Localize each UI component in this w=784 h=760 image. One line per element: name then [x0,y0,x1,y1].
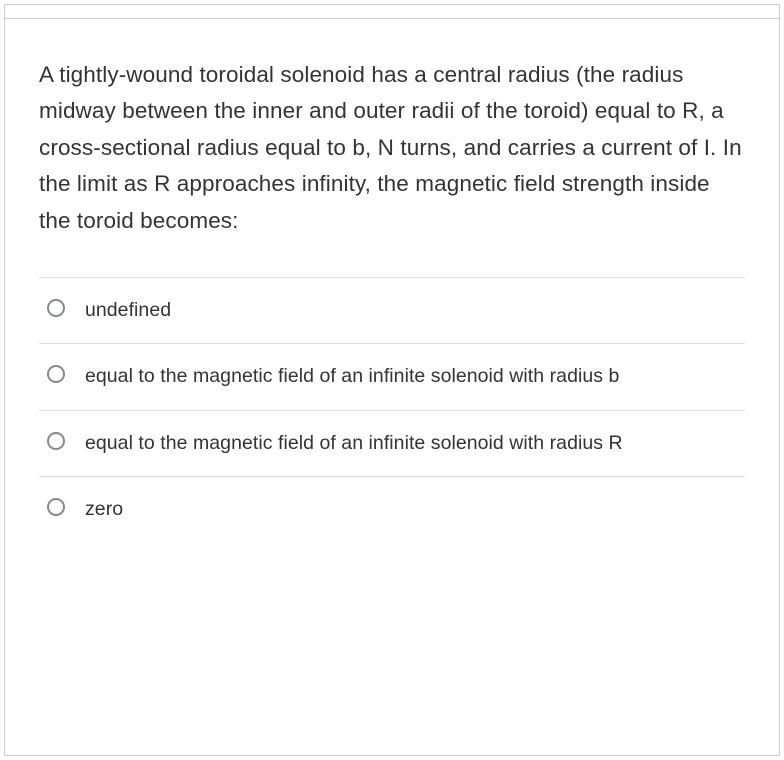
option-label: equal to the magnetic field of an infini… [85,362,619,391]
options-list: undefined equal to the magnetic field of… [39,277,745,542]
option-label: undefined [85,296,171,325]
option-row[interactable]: equal to the magnetic field of an infini… [39,410,745,476]
radio-unchecked-icon[interactable] [47,498,65,516]
radio-unchecked-icon[interactable] [47,299,65,317]
radio-unchecked-icon[interactable] [47,432,65,450]
option-row[interactable]: equal to the magnetic field of an infini… [39,343,745,409]
radio-unchecked-icon[interactable] [47,365,65,383]
card-content: A tightly-wound toroidal solenoid has a … [5,19,779,755]
question-prompt: A tightly-wound toroidal solenoid has a … [39,57,745,239]
question-card: A tightly-wound toroidal solenoid has a … [4,4,780,756]
card-top-strip [5,5,779,19]
option-label: zero [85,495,123,524]
option-label: equal to the magnetic field of an infini… [85,429,623,458]
option-row[interactable]: undefined [39,277,745,343]
option-row[interactable]: zero [39,476,745,542]
